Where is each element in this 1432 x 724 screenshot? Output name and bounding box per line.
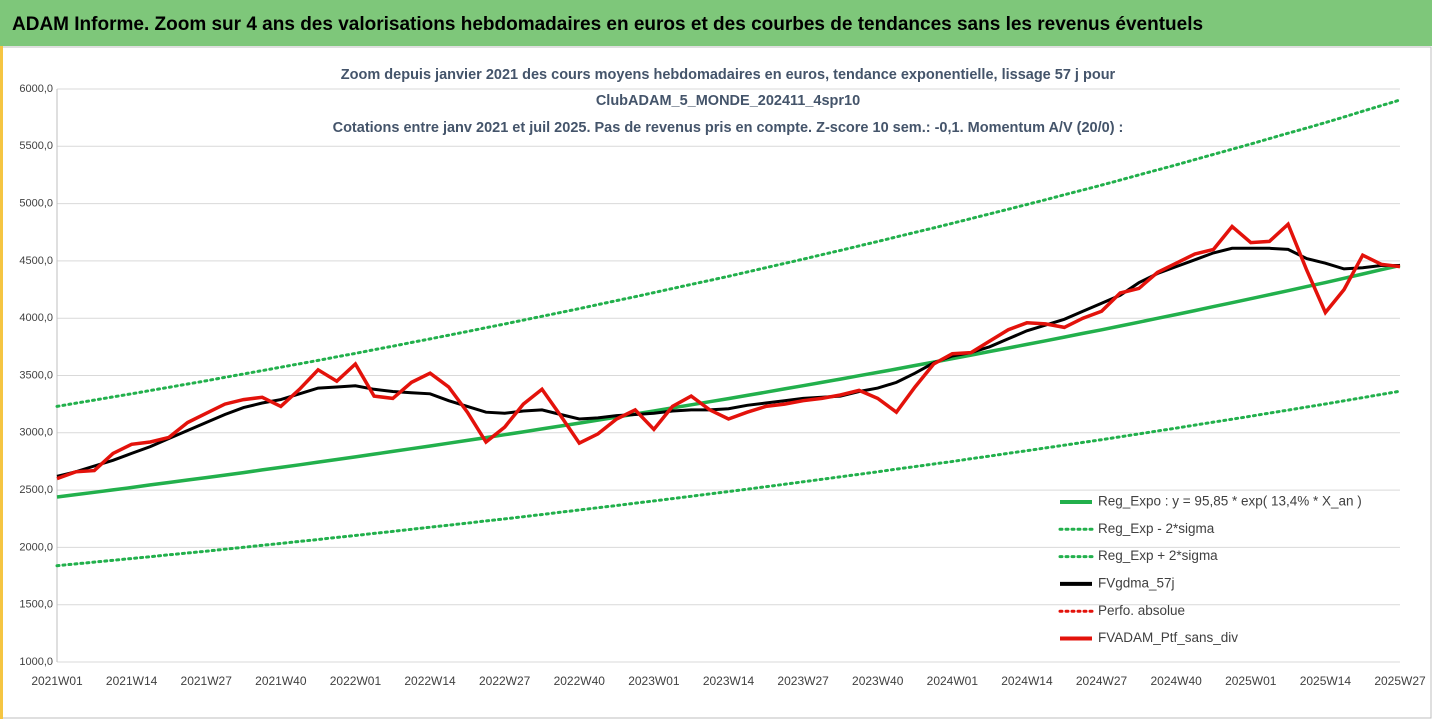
- series-line: [55, 98, 1402, 408]
- x-tick-label: 2025W14: [1300, 674, 1352, 688]
- legend-label: Perfo. absolue: [1098, 603, 1185, 618]
- y-tick-label: 4000,0: [19, 312, 53, 324]
- series-line: [56, 263, 1401, 499]
- series-line: [56, 246, 1400, 478]
- x-tick-label: 2024W01: [927, 674, 979, 688]
- x-tick-label: 2024W14: [1001, 674, 1053, 688]
- plot: 1000,0 1500,0 2000,0 2500,0 3000,0 3500,0 4000…: [19, 83, 1426, 688]
- x-tick-label: 2022W14: [404, 674, 456, 688]
- y-tick-label: 5000,0: [19, 198, 53, 210]
- x-tick-label: 2025W27: [1374, 674, 1426, 688]
- y-tick-label: 2500,0: [19, 484, 53, 496]
- series-line: [56, 221, 1401, 481]
- x-tick-label: 2021W27: [181, 674, 233, 688]
- x-tick-label: 2023W01: [628, 674, 680, 688]
- x-tick-label: 2021W01: [31, 674, 83, 688]
- chart-title: ClubADAM_5_MONDE_202411_4spr10: [596, 93, 860, 109]
- y-tick-label: 1000,0: [19, 656, 53, 668]
- chart-title: Cotations entre janv 2021 et juil 2025. …: [333, 120, 1124, 136]
- y-tick-label: 3500,0: [19, 369, 53, 381]
- x-tick-label: 2024W40: [1150, 674, 1202, 688]
- y-tick-label: 2000,0: [19, 541, 53, 553]
- legend-label: Reg_Exp + 2*sigma: [1098, 548, 1218, 563]
- y-tick-label: 5500,0: [19, 140, 53, 152]
- x-tick-label: 2022W40: [554, 674, 606, 688]
- x-tick-label: 2021W14: [106, 674, 158, 688]
- x-tick-label: 2023W14: [703, 674, 755, 688]
- y-tick-label: 6000,0: [19, 83, 53, 95]
- header-bar: [0, 0, 1432, 46]
- legend-label: Reg_Exp - 2*sigma: [1098, 521, 1215, 536]
- y-tick-label: 4500,0: [19, 255, 53, 267]
- chart-title: Zoom depuis janvier 2021 des cours moyen…: [341, 67, 1116, 83]
- x-tick-label: 2024W27: [1076, 674, 1128, 688]
- y-tick-label: 1500,0: [19, 599, 53, 611]
- legend-label: FVgdma_57j: [1098, 575, 1175, 590]
- legend-label: FVADAM_Ptf_sans_div: [1098, 630, 1238, 645]
- x-tick-label: 2022W27: [479, 674, 531, 688]
- y-tick-label: 3000,0: [19, 427, 53, 439]
- x-tick-label: 2022W01: [330, 674, 382, 688]
- legend-label: Reg_Expo : y = 95,85 * exp( 13,4% * X_an…: [1098, 494, 1362, 509]
- x-tick-label: 2023W27: [777, 674, 829, 688]
- header-title: ADAM Informe. Zoom sur 4 ans des valoris…: [12, 14, 1203, 35]
- series-line: [55, 389, 1402, 568]
- left-accent: [0, 46, 3, 719]
- x-tick-label: 2021W40: [255, 674, 307, 688]
- x-tick-label: 2025W01: [1225, 674, 1277, 688]
- x-tick-label: 2023W40: [852, 674, 904, 688]
